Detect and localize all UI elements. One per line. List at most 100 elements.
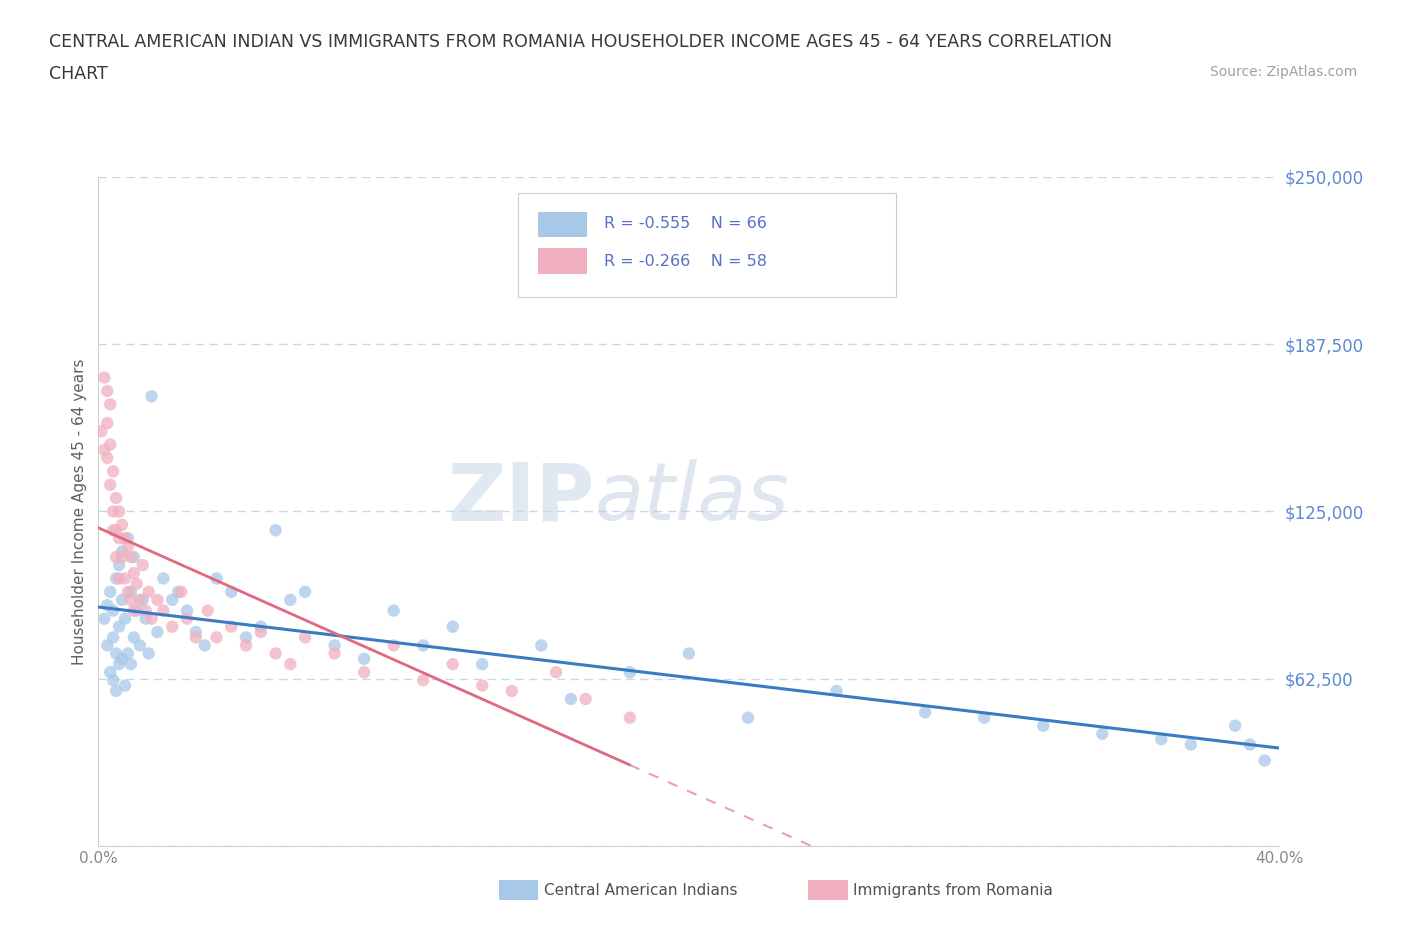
Point (194, 638, 217, 653)
Point (530, 638, 553, 653)
Point (146, 625, 169, 640)
Point (544, 665, 567, 680)
Point (105, 550, 128, 565)
Point (98, 397, 121, 412)
Point (162, 592, 183, 607)
Point (382, 638, 405, 653)
Point (1223, 718, 1246, 733)
Text: Source: ZipAtlas.com: Source: ZipAtlas.com (1209, 65, 1357, 79)
Point (117, 584, 139, 599)
Point (108, 657, 131, 671)
Point (122, 604, 145, 618)
Point (108, 571, 131, 586)
Point (294, 584, 316, 599)
Point (619, 665, 641, 680)
Text: R = -0.555    N = 66: R = -0.555 N = 66 (605, 216, 766, 231)
Point (176, 604, 198, 618)
Point (98, 477, 121, 492)
Point (914, 705, 936, 720)
Point (111, 651, 134, 666)
Point (122, 565, 145, 580)
Point (264, 523, 287, 538)
Point (132, 592, 155, 607)
Point (1032, 718, 1054, 733)
Point (146, 592, 169, 607)
Point (323, 646, 346, 661)
Point (825, 684, 848, 698)
Point (1180, 737, 1202, 752)
Point (117, 538, 139, 553)
Point (471, 678, 494, 693)
Point (108, 531, 131, 546)
Point (96, 450, 118, 465)
Point (117, 531, 139, 546)
Point (96, 383, 118, 398)
Point (294, 630, 316, 644)
Point (205, 630, 228, 644)
Point (128, 592, 150, 607)
Point (108, 558, 131, 573)
Point (111, 592, 134, 607)
Point (138, 584, 160, 599)
Point (120, 592, 142, 607)
Point (114, 611, 136, 626)
Point (132, 558, 155, 573)
Text: Central American Indians: Central American Indians (544, 883, 738, 897)
Point (737, 711, 759, 725)
Point (574, 692, 596, 707)
Point (103, 604, 125, 618)
Point (141, 389, 163, 404)
Text: CENTRAL AMERICAN INDIAN VS IMMIGRANTS FROM ROMANIA HOUSEHOLDER INCOME AGES 45 - : CENTRAL AMERICAN INDIAN VS IMMIGRANTS FR… (49, 33, 1112, 50)
Text: Immigrants from Romania: Immigrants from Romania (853, 883, 1053, 897)
Point (96, 598, 118, 613)
Point (1239, 737, 1261, 752)
Point (219, 584, 242, 599)
Point (103, 504, 125, 519)
Point (98, 584, 121, 599)
Text: R = -0.266    N = 58: R = -0.266 N = 58 (605, 254, 766, 269)
Point (120, 584, 142, 599)
Point (105, 491, 128, 506)
Point (125, 577, 148, 591)
Bar (537, 211, 588, 237)
Point (501, 684, 523, 698)
Point (103, 630, 125, 644)
Point (111, 544, 134, 559)
FancyBboxPatch shape (517, 193, 896, 298)
Point (278, 592, 302, 607)
Point (135, 611, 157, 626)
Point (103, 672, 125, 687)
Point (128, 638, 150, 653)
Point (167, 584, 190, 599)
Bar (537, 248, 588, 273)
Point (105, 684, 128, 698)
Text: ZIP: ZIP (447, 459, 595, 538)
Point (197, 604, 219, 618)
Point (93, 443, 115, 458)
Point (138, 646, 160, 661)
Point (141, 611, 163, 626)
Point (250, 625, 273, 640)
Point (93, 370, 115, 385)
Point (96, 416, 118, 431)
Point (120, 550, 142, 565)
Point (162, 619, 183, 634)
Y-axis label: Householder Income Ages 45 - 64 years: Householder Income Ages 45 - 64 years (72, 358, 87, 665)
Point (93, 611, 115, 626)
Point (152, 604, 174, 618)
Point (471, 657, 494, 671)
Point (619, 711, 641, 725)
Point (111, 517, 134, 532)
Point (98, 437, 121, 452)
Point (103, 523, 125, 538)
Point (98, 665, 121, 680)
Point (103, 464, 125, 479)
Point (1150, 732, 1173, 747)
Point (96, 638, 118, 653)
Point (382, 604, 405, 618)
Point (108, 619, 131, 634)
Point (205, 571, 228, 586)
Point (114, 571, 136, 586)
Point (108, 504, 131, 519)
Point (973, 711, 995, 725)
